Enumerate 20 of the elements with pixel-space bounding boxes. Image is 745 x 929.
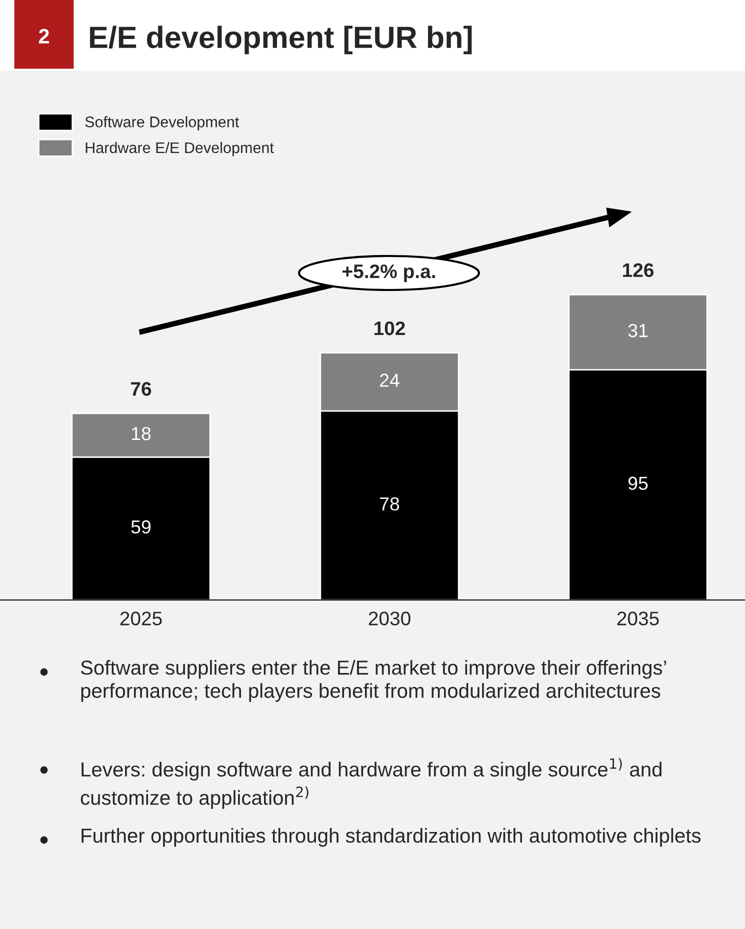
legend-label: Software Development [85, 116, 240, 130]
total-label: 102 [374, 321, 405, 336]
text: Software suppliers enter the E/E market to improve their offerings’ performance; tech players benefit from modularized architectures [80, 660, 666, 702]
data-label: 78 [380, 497, 400, 511]
legend-label: Hardware E/E Development [86, 142, 274, 156]
data-label: 18 [132, 426, 151, 440]
text: Further opportunities through standardization with automotive chiplets [82, 828, 701, 847]
text: Levers: design software and hardware from a single source$^{1)}$ and customize to application$^{2)}$ [80, 758, 662, 809]
data-label: 24 [380, 374, 400, 387]
data-label: 59 [131, 520, 151, 534]
data-label: 95 [628, 476, 648, 490]
text: 2 [38, 28, 49, 44]
total-label: 76 [131, 382, 152, 396]
text: +5.2% p.a. [342, 264, 435, 282]
x-tick-label: 2030 [368, 612, 410, 626]
data-label: 31 [628, 324, 648, 338]
total-label: 126 [623, 263, 654, 278]
x-tick-label: 2035 [617, 612, 659, 626]
x-tick-label: 2025 [120, 612, 162, 626]
chart-title: E/E development [EUR bn] [90, 26, 472, 54]
